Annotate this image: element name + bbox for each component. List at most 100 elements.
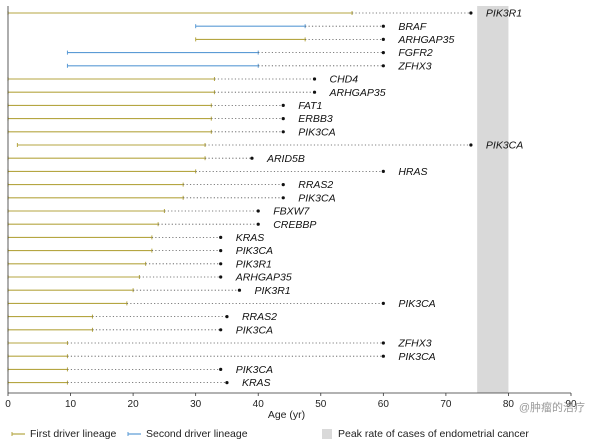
driver-event-point xyxy=(281,130,285,134)
gene-label: ARHGAP35 xyxy=(235,272,292,284)
driver-event-point xyxy=(381,341,385,345)
gene-label: CHD4 xyxy=(330,74,359,86)
lineage-row: ARHGAP35 xyxy=(7,87,386,99)
x-tick-label: 70 xyxy=(440,399,452,410)
gene-label: PIK3R1 xyxy=(236,258,272,270)
gene-label: CREBBP xyxy=(273,219,316,231)
gene-label: RRAS2 xyxy=(298,179,333,191)
gene-label: PIK3CA xyxy=(236,364,273,376)
x-tick-label: 20 xyxy=(128,399,140,410)
driver-event-point xyxy=(381,24,385,28)
lineage-row: ARHGAP35 xyxy=(195,34,455,46)
driver-event-point xyxy=(381,354,385,358)
lineage-row: PIK3R1 xyxy=(7,285,291,297)
lineage-row: PIK3R1 xyxy=(7,258,272,270)
legend: First driver lineage Second driver lineag… xyxy=(11,428,529,440)
gene-label: PIK3CA xyxy=(236,324,273,336)
gene-label: PIK3R1 xyxy=(486,8,522,20)
lineage-rows-layer: PIK3R1BRAFARHGAP35FGFR2ZFHX3CHD4ARHGAP35… xyxy=(7,8,523,389)
driver-event-point xyxy=(219,367,223,371)
driver-event-point xyxy=(281,103,285,107)
gene-label: PIK3CA xyxy=(236,245,273,257)
lineage-row: PIK3R1 xyxy=(7,8,522,20)
driver-event-point xyxy=(281,117,285,121)
lineage-row: CREBBP xyxy=(7,219,316,231)
lineage-row: KRAS xyxy=(7,232,264,244)
driver-event-point xyxy=(281,183,285,187)
lineage-row: PIK3CA xyxy=(7,126,336,138)
peak-rate-band xyxy=(477,6,509,393)
gene-label: PIK3CA xyxy=(398,351,435,363)
driver-event-point xyxy=(219,249,223,253)
legend-label: Peak rate of cases of endometrial cancer xyxy=(338,428,529,440)
driver-event-point xyxy=(281,196,285,200)
gene-label: HRAS xyxy=(398,166,427,178)
gene-label: FBXW7 xyxy=(273,206,310,218)
gene-label: ARHGAP35 xyxy=(329,87,386,99)
driver-event-point xyxy=(381,51,385,55)
lineage-row: ZFHX3 xyxy=(66,60,432,72)
driver-event-point xyxy=(225,315,229,319)
driver-event-point xyxy=(469,11,473,15)
watermark: @肿瘤的治疗 xyxy=(518,402,585,414)
driver-event-point xyxy=(381,64,385,68)
lineage-row: RRAS2 xyxy=(7,311,277,323)
lineage-row: PIK3CA xyxy=(7,351,436,363)
lineage-row: HRAS xyxy=(7,166,428,178)
driver-event-point xyxy=(256,209,260,213)
driver-event-point xyxy=(312,77,317,81)
lineage-row: ARHGAP35 xyxy=(7,272,292,284)
x-tick-label: 40 xyxy=(253,399,265,410)
driver-event-point xyxy=(219,328,223,332)
lineage-row: RRAS2 xyxy=(7,179,333,191)
gene-label: ARID5B xyxy=(266,153,305,165)
lineage-row: PIK3CA xyxy=(16,140,523,152)
gene-label: PIK3R1 xyxy=(254,285,290,297)
lineage-row: ARID5B xyxy=(7,153,305,165)
driver-event-point xyxy=(256,222,260,226)
legend-item-second: Second driver lineage xyxy=(127,428,248,440)
x-tick-label: 90 xyxy=(565,399,577,410)
lineage-row: BRAF xyxy=(195,21,427,33)
lineage-row: FBXW7 xyxy=(7,206,311,218)
x-tick-label: 60 xyxy=(378,399,390,410)
lineage-row: PIK3CA xyxy=(7,324,273,336)
driver-event-point xyxy=(219,235,223,239)
lineage-row: KRAS xyxy=(7,377,271,389)
lineage-row: FAT1 xyxy=(7,100,322,112)
gene-label: KRAS xyxy=(242,377,271,389)
x-tick-label: 30 xyxy=(190,399,202,410)
driver-event-point xyxy=(219,275,223,279)
gene-label: ARHGAP35 xyxy=(397,34,454,46)
legend-label: First driver lineage xyxy=(30,428,117,440)
driver-event-point xyxy=(469,143,473,147)
x-tick-label: 0 xyxy=(5,399,11,410)
x-tick-label: 80 xyxy=(503,399,515,410)
driver-event-point xyxy=(381,37,385,42)
x-tick-label: 10 xyxy=(65,399,77,410)
gene-label: PIK3CA xyxy=(486,140,523,152)
gene-label: ERBB3 xyxy=(298,113,333,125)
legend-item-first: First driver lineage xyxy=(11,428,117,440)
gene-label: RRAS2 xyxy=(242,311,277,323)
lineage-row: PIK3CA xyxy=(7,192,336,204)
x-tick-label: 50 xyxy=(315,399,327,410)
gene-label: FAT1 xyxy=(298,100,322,112)
driver-event-point xyxy=(219,262,223,266)
driver-event-point xyxy=(381,169,385,173)
lineage-row: PIK3CA xyxy=(7,245,273,257)
legend-swatch xyxy=(322,429,332,439)
gene-label: PIK3CA xyxy=(298,192,335,204)
lineage-row: FGFR2 xyxy=(66,47,433,59)
driver-event-point xyxy=(225,381,229,385)
lineage-row: CHD4 xyxy=(7,74,359,86)
driver-event-point xyxy=(237,288,242,292)
lineage-row: PIK3CA xyxy=(7,298,436,310)
gene-label: PIK3CA xyxy=(398,298,435,310)
lineage-row: PIK3CA xyxy=(7,364,273,376)
peak-band-layer xyxy=(477,6,509,393)
driver-event-point xyxy=(381,301,385,305)
lineage-row: ERBB3 xyxy=(7,113,333,125)
x-axis-title: Age (yr) xyxy=(268,409,305,421)
gene-label: ZFHX3 xyxy=(397,338,431,350)
